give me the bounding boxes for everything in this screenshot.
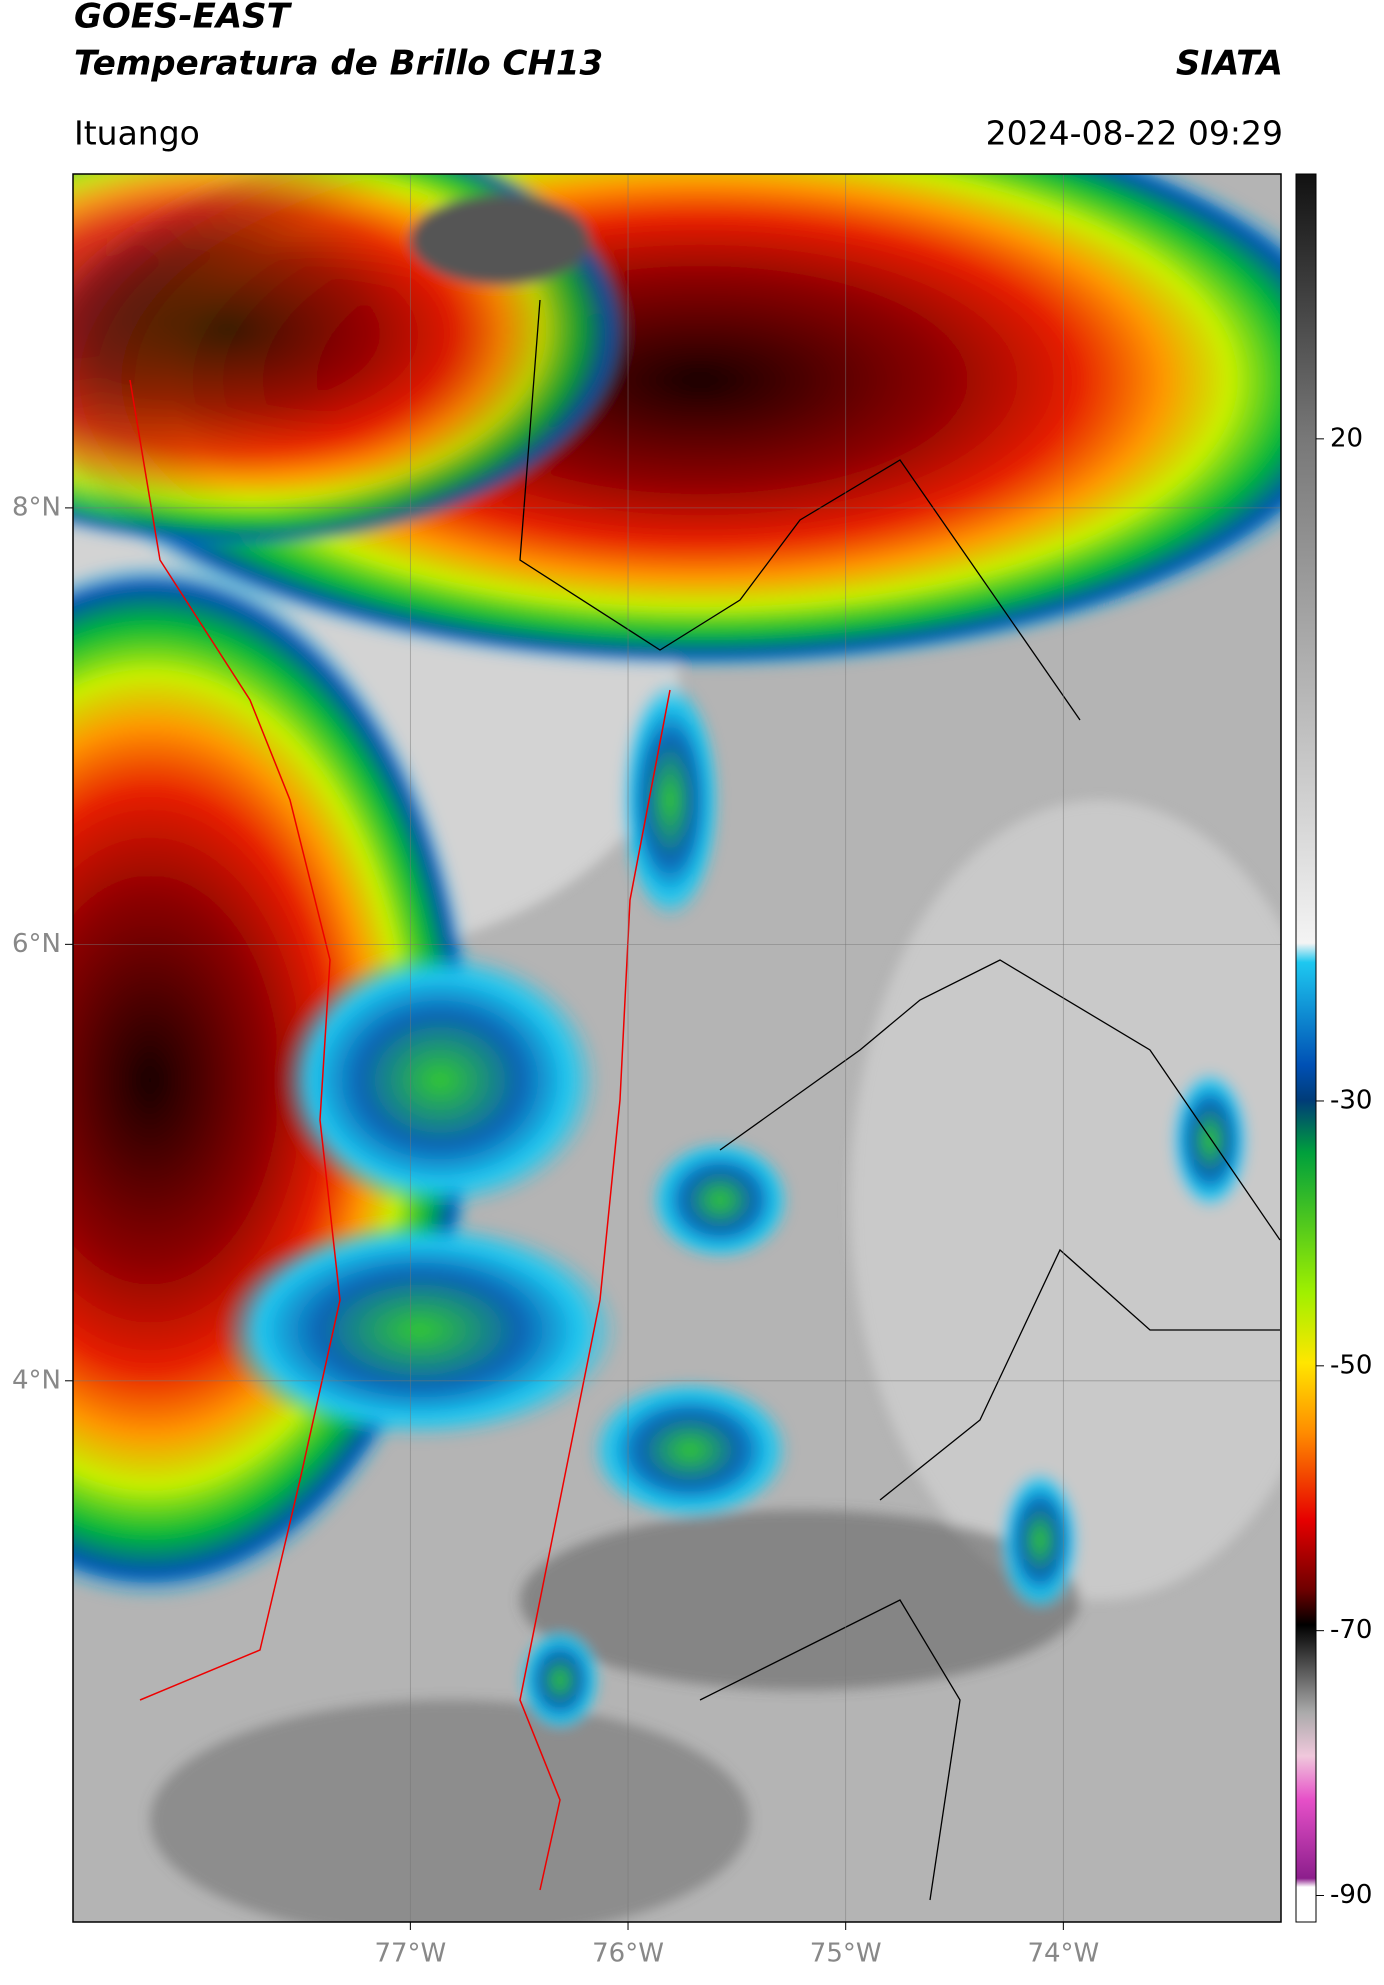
x-tick-label: 77°W [374, 1939, 446, 1969]
y-tick-label: 6°N [12, 929, 61, 959]
org: SIATA [1176, 44, 1283, 84]
colorbar-tick-label: -90 [1330, 1880, 1372, 1910]
map-frame [72, 173, 1282, 1923]
colorbar-tick-label: -70 [1330, 1615, 1372, 1645]
colorbar-tick-label: -50 [1330, 1350, 1372, 1380]
x-tick-label: 75°W [810, 1939, 882, 1969]
y-tick-label: 8°N [12, 492, 61, 522]
location: Ituango [74, 114, 200, 153]
datetime: 2024-08-22 09:29 [986, 114, 1283, 153]
colorbar-tick-label: -30 [1330, 1085, 1372, 1115]
y-tick-label: 4°N [12, 1365, 61, 1395]
colorbar [1295, 173, 1317, 1923]
colorbar-tick-label: 20 [1330, 423, 1363, 453]
title-line: Temperatura de Brillo CH13 [74, 44, 603, 84]
x-tick-label: 76°W [592, 1939, 664, 1969]
x-tick-label: 74°W [1027, 1939, 1099, 1969]
satellite-image [73, 174, 1281, 1922]
title-line: GOES-EAST [74, 0, 293, 37]
